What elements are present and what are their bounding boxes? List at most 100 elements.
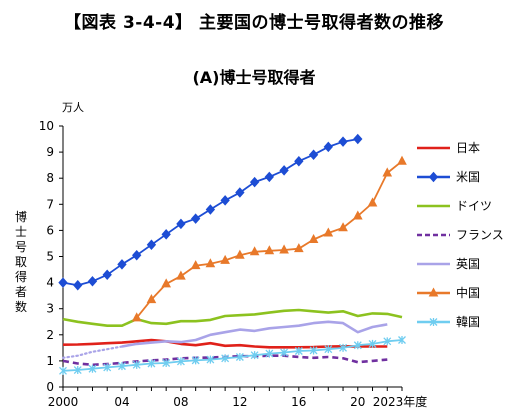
y-tick-label: 3: [46, 302, 54, 316]
data-point: [73, 279, 83, 291]
data-point: [235, 352, 244, 361]
data-point: [190, 213, 201, 224]
data-point: [58, 277, 68, 288]
y-unit-label: 万人: [62, 101, 84, 114]
data-point: [265, 349, 274, 358]
y-tick-label: 9: [46, 145, 54, 159]
data-point: [221, 354, 230, 363]
data-point: [323, 227, 334, 237]
data-point: [88, 364, 97, 373]
data-point: [176, 357, 185, 366]
data-point: [161, 278, 172, 288]
data-point: [176, 218, 186, 230]
y-tick-label: 2: [46, 328, 54, 342]
legend-label: 英国: [456, 257, 480, 271]
x-tick-label: 16: [291, 395, 306, 409]
data-point: [235, 187, 245, 198]
y-tick-label: 10: [39, 119, 54, 133]
data-point: [308, 149, 319, 160]
data-point: [249, 176, 260, 188]
data-point: [352, 210, 363, 220]
data-point: [279, 165, 289, 176]
series-line: [121, 320, 388, 348]
data-point: [220, 195, 230, 206]
data-point: [132, 360, 141, 369]
chart-title: (A)博士号取得者: [192, 68, 316, 87]
data-point: [264, 245, 275, 255]
y-tick-label: 6: [46, 223, 54, 237]
data-point: [428, 171, 439, 183]
data-point: [368, 339, 377, 348]
legend-label: 米国: [456, 170, 480, 184]
series-line: [62, 339, 403, 372]
y-tick-label: 8: [46, 171, 54, 185]
data-point: [339, 343, 348, 352]
data-point: [73, 366, 82, 375]
data-point: [309, 346, 318, 355]
data-point: [117, 362, 126, 371]
data-point: [147, 359, 156, 368]
y-tick-label: 4: [46, 276, 54, 290]
data-point: [398, 336, 406, 345]
series-line: [62, 308, 403, 327]
x-tick-label: 12: [232, 395, 247, 409]
legend-label: フランス: [456, 228, 504, 242]
x-tick-label: 04: [114, 395, 129, 409]
data-point: [280, 348, 289, 357]
data-point: [383, 337, 392, 346]
data-point: [161, 229, 171, 240]
data-point: [294, 155, 304, 167]
data-point: [323, 141, 333, 153]
data-point: [338, 136, 348, 147]
x-tick-label: 2000: [48, 395, 79, 409]
data-point: [382, 167, 393, 177]
legend-label: 日本: [456, 141, 480, 155]
data-point: [294, 346, 303, 355]
data-point: [428, 287, 439, 297]
data-point: [293, 243, 304, 253]
data-point: [235, 249, 245, 259]
data-point: [146, 294, 157, 304]
data-point: [205, 204, 216, 215]
y-tick-label: 5: [46, 250, 54, 264]
data-point: [429, 318, 438, 326]
data-point: [206, 355, 215, 364]
data-point: [162, 358, 171, 367]
y-tick-label: 0: [46, 380, 54, 394]
x-tick-label: 2023年度: [373, 394, 428, 409]
x-tick-label: 20: [350, 395, 365, 409]
x-tick-label: 08: [173, 395, 188, 409]
data-point: [308, 233, 319, 244]
data-point: [102, 269, 112, 281]
series-line: [61, 345, 124, 359]
data-point: [132, 249, 142, 261]
data-point: [249, 246, 260, 256]
series-line: [62, 338, 388, 349]
data-point: [367, 197, 378, 207]
data-point: [264, 171, 275, 183]
data-point: [279, 244, 289, 254]
legend-label: 中国: [456, 285, 480, 300]
data-point: [87, 276, 98, 287]
data-point: [353, 133, 363, 145]
data-point: [131, 312, 142, 322]
y-tick-label: 1: [46, 354, 54, 368]
figure-title: 【図表 3-4-4】 主要国の博士号取得者数の推移: [64, 13, 444, 33]
data-point: [353, 341, 362, 350]
data-point: [397, 155, 407, 165]
data-point: [220, 254, 230, 264]
data-point: [176, 270, 186, 280]
data-point: [190, 260, 201, 270]
data-point: [59, 366, 67, 375]
data-point: [103, 363, 112, 372]
data-point: [191, 356, 200, 365]
data-point: [146, 239, 157, 251]
legend-label: 韓国: [456, 315, 480, 329]
data-point: [338, 222, 348, 232]
y-axis-label: 博士号取得者数: [14, 210, 27, 314]
data-point: [324, 345, 333, 354]
y-tick-label: 7: [46, 197, 54, 211]
data-point: [205, 258, 216, 268]
series-line: [135, 160, 403, 319]
